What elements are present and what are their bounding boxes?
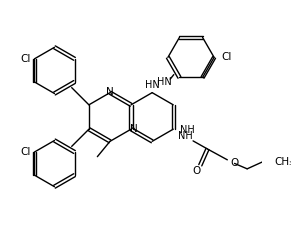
- Text: Cl: Cl: [20, 147, 31, 157]
- Text: CH₃: CH₃: [274, 157, 291, 167]
- Text: Cl: Cl: [221, 52, 232, 62]
- Text: NH: NH: [178, 131, 193, 141]
- Text: HN: HN: [145, 80, 159, 90]
- Text: Cl: Cl: [20, 54, 31, 64]
- Text: NH: NH: [180, 125, 195, 135]
- Text: N: N: [130, 124, 138, 134]
- Text: O: O: [193, 166, 201, 176]
- Text: N: N: [106, 87, 114, 97]
- Text: O: O: [230, 158, 238, 168]
- Text: HN: HN: [157, 77, 172, 87]
